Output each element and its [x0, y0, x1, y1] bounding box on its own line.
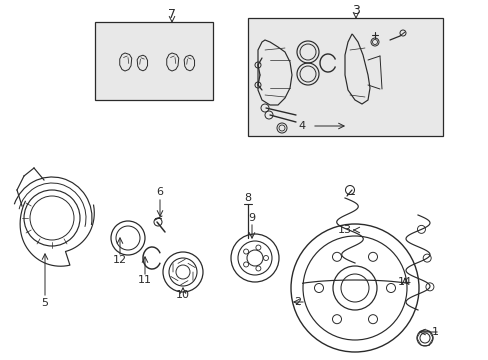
Text: 6: 6 [156, 187, 163, 197]
Text: 1: 1 [430, 327, 438, 337]
Text: 13: 13 [337, 225, 351, 235]
Bar [247, 18, 442, 136]
Text: 10: 10 [176, 290, 190, 300]
Text: 7: 7 [168, 8, 176, 21]
Text: 14: 14 [397, 277, 411, 287]
Text: 11: 11 [138, 275, 152, 285]
Text: 3: 3 [351, 4, 359, 18]
Text: 2: 2 [294, 297, 301, 307]
Text: 9: 9 [248, 213, 255, 223]
Text: 8: 8 [244, 193, 251, 203]
Bar [95, 22, 213, 100]
Text: 12: 12 [113, 255, 127, 265]
Text: 5: 5 [41, 298, 48, 308]
Text: 4: 4 [298, 121, 305, 131]
